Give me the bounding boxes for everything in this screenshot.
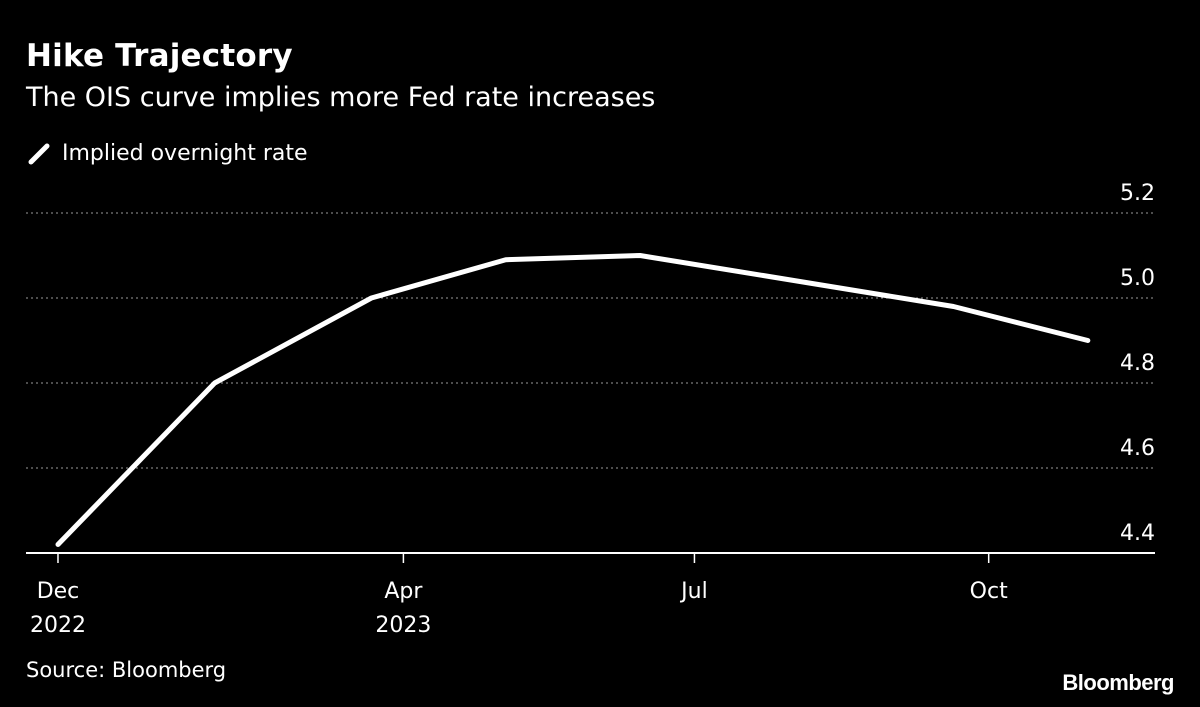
x-tick-label: Jul xyxy=(679,579,708,604)
y-tick-label: 4.4 xyxy=(1120,521,1155,546)
x-tick-label: Oct xyxy=(970,579,1008,604)
legend: Implied overnight rate xyxy=(28,141,308,166)
bloomberg-logo: Bloomberg xyxy=(1062,670,1174,695)
source-note: Source: Bloomberg xyxy=(26,658,227,682)
legend-line-icon xyxy=(28,143,50,164)
x-tick-label: Apr xyxy=(384,579,423,604)
x-tick-sublabel: 2022 xyxy=(30,613,86,638)
y-tick-label: 5.2 xyxy=(1120,181,1155,206)
chart-subtitle: The OIS curve implies more Fed rate incr… xyxy=(26,82,656,113)
chart-title: Hike Trajectory xyxy=(26,38,293,74)
y-tick-label: 5.0 xyxy=(1120,266,1155,291)
y-tick-label: 4.8 xyxy=(1120,351,1155,376)
x-tick-sublabel: 2023 xyxy=(375,613,431,638)
x-tick-label: Dec xyxy=(37,579,80,604)
series-line xyxy=(55,253,1091,547)
y-tick-label: 4.6 xyxy=(1120,436,1155,461)
legend-label: Implied overnight rate xyxy=(62,141,308,166)
